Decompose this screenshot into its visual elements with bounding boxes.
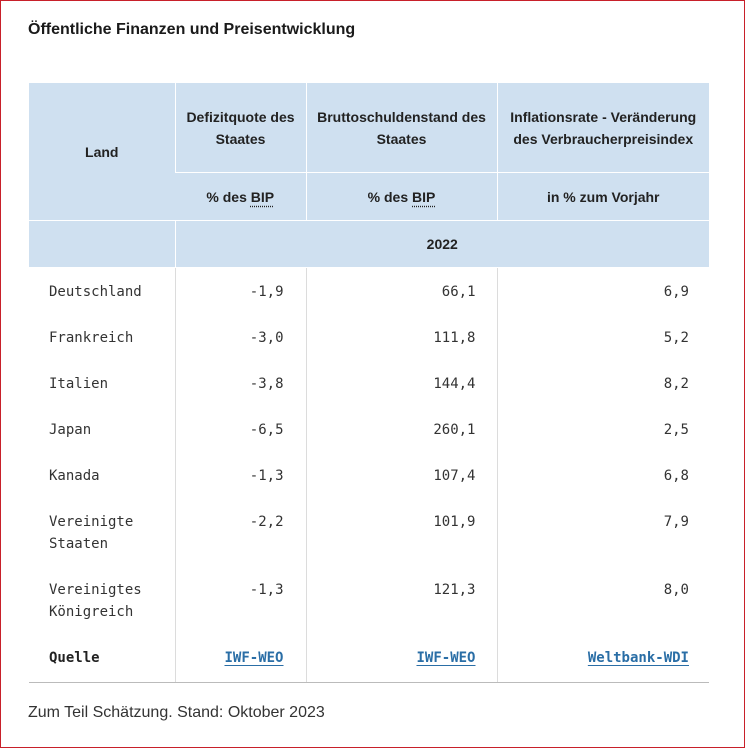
- table-row: Italien -3,8 144,4 8,2: [29, 360, 709, 406]
- cell-land: Kanada: [49, 468, 100, 484]
- cell-land: Vereinigte Staaten: [49, 514, 134, 552]
- bip-abbr[interactable]: BIP: [412, 188, 436, 205]
- table-row: Kanada -1,3 107,4 6,8: [29, 452, 709, 498]
- table-row: Japan -6,5 260,1 2,5: [29, 406, 709, 452]
- header-inflationsrate: Inflationsrate - Veränderung des Verbrau…: [496, 83, 709, 173]
- cell-schulden: 144,4: [305, 360, 497, 406]
- unit-defizitquote: % des BIP: [175, 172, 306, 221]
- unit-text: % des: [206, 188, 251, 205]
- bip-abbr[interactable]: BIP: [250, 188, 275, 205]
- cell-schulden: 111,8: [305, 314, 497, 360]
- unit-text: % des: [367, 188, 412, 205]
- cell-inflation: 7,9: [496, 498, 709, 566]
- source-cell: IWF-WEO: [305, 634, 497, 683]
- cell-land: Vereinigtes Königreich: [49, 582, 142, 620]
- header-bruttoschuldenstand: Bruttoschuldenstand des Staates: [305, 83, 497, 173]
- cell-inflation: 6,9: [496, 267, 709, 314]
- cell-defizit: -3,0: [174, 314, 306, 360]
- source-link-iwf-weo[interactable]: IWF-WEO: [416, 650, 476, 666]
- table-row: Vereinigtes Königreich -1,3 121,3 8,0: [29, 566, 709, 634]
- cell-inflation: 2,5: [496, 406, 709, 452]
- unit-bruttoschuldenstand: % des BIP: [305, 172, 497, 221]
- cell-defizit: -1,3: [174, 566, 306, 634]
- source-cell: IWF-WEO: [174, 634, 306, 683]
- cell-land: Italien: [49, 376, 109, 392]
- cell-inflation: 8,0: [496, 566, 709, 634]
- cell-schulden: 101,9: [305, 498, 497, 566]
- header-empty-cell: [29, 220, 175, 268]
- cell-inflation: 6,8: [496, 452, 709, 498]
- cell-schulden: 121,3: [305, 566, 497, 634]
- table-row: Deutschland -1,9 66,1 6,9: [29, 267, 709, 314]
- page-title: Öffentliche Finanzen und Preisentwicklun…: [28, 21, 356, 38]
- source-cell: Weltbank-WDI: [496, 634, 709, 683]
- source-row: Quelle IWF-WEO IWF-WEO Weltbank-WDI: [29, 634, 709, 683]
- header-year: 2022: [174, 220, 709, 268]
- source-link-iwf-weo[interactable]: IWF-WEO: [224, 650, 284, 666]
- cell-schulden: 66,1: [305, 267, 497, 314]
- cell-defizit: -2,2: [174, 498, 306, 566]
- cell-inflation: 8,2: [496, 360, 709, 406]
- cell-defizit: -6,5: [174, 406, 306, 452]
- cell-land: Deutschland: [49, 284, 142, 300]
- header-land: Land: [29, 83, 175, 221]
- cell-defizit: -3,8: [174, 360, 306, 406]
- header-defizitquote: Defizitquote des Staates: [174, 83, 306, 173]
- cell-defizit: -1,3: [174, 452, 306, 498]
- cell-land: Japan: [49, 422, 92, 438]
- footnote: Zum Teil Schätzung. Stand: Oktober 2023: [28, 704, 325, 721]
- cell-inflation: 5,2: [496, 314, 709, 360]
- unit-inflationsrate: in % zum Vorjahr: [496, 172, 709, 221]
- table-row: Frankreich -3,0 111,8 5,2: [29, 314, 709, 360]
- cell-defizit: -1,9: [174, 267, 306, 314]
- cell-schulden: 260,1: [305, 406, 497, 452]
- cell-schulden: 107,4: [305, 452, 497, 498]
- cell-land: Frankreich: [49, 330, 134, 346]
- data-table: Land Defizitquote des Staates Bruttoschu…: [29, 83, 709, 683]
- source-label: Quelle: [29, 634, 175, 683]
- table-row: Vereinigte Staaten -2,2 101,9 7,9: [29, 498, 709, 566]
- source-link-weltbank-wdi[interactable]: Weltbank-WDI: [587, 650, 689, 666]
